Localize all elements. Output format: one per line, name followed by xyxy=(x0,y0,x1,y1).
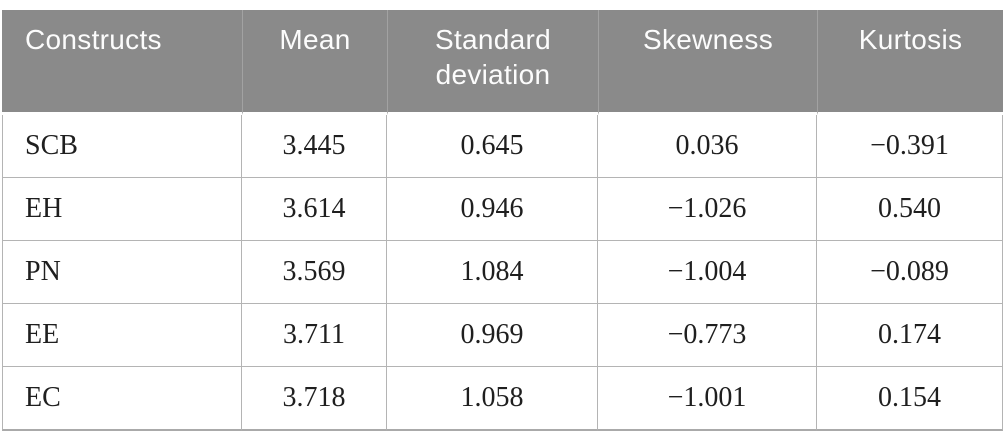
header-row: Constructs Mean Standard deviation Skewn… xyxy=(2,10,1003,115)
table-row-eh: EH 3.614 0.946 −1.026 0.540 xyxy=(2,178,1003,241)
table-header: Constructs Mean Standard deviation Skewn… xyxy=(2,10,1003,115)
skewness-value: −1.001 xyxy=(598,367,817,431)
column-header-standard-deviation: Standard deviation xyxy=(387,10,598,115)
construct-label: EC xyxy=(2,367,242,431)
sd-value: 1.058 xyxy=(387,367,598,431)
kurtosis-value: 0.154 xyxy=(817,367,1003,431)
skewness-value: −0.773 xyxy=(598,304,817,367)
skewness-value: 0.036 xyxy=(598,115,817,178)
descriptive-statistics-table: Constructs Mean Standard deviation Skewn… xyxy=(2,10,1003,431)
mean-value: 3.614 xyxy=(242,178,387,241)
sd-value: 1.084 xyxy=(387,241,598,304)
table-row-ee: EE 3.711 0.969 −0.773 0.174 xyxy=(2,304,1003,367)
mean-value: 3.569 xyxy=(242,241,387,304)
mean-value: 3.445 xyxy=(242,115,387,178)
column-header-skewness: Skewness xyxy=(598,10,817,115)
sd-value: 0.946 xyxy=(387,178,598,241)
kurtosis-value: −0.089 xyxy=(817,241,1003,304)
column-header-mean: Mean xyxy=(242,10,387,115)
construct-label: EE xyxy=(2,304,242,367)
kurtosis-value: −0.391 xyxy=(817,115,1003,178)
sd-value: 0.969 xyxy=(387,304,598,367)
table-body: SCB 3.445 0.645 0.036 −0.391 EH 3.614 0.… xyxy=(2,115,1003,431)
skewness-value: −1.026 xyxy=(598,178,817,241)
construct-label: EH xyxy=(2,178,242,241)
sd-value: 0.645 xyxy=(387,115,598,178)
construct-label: SCB xyxy=(2,115,242,178)
construct-label: PN xyxy=(2,241,242,304)
table-row-scb: SCB 3.445 0.645 0.036 −0.391 xyxy=(2,115,1003,178)
mean-value: 3.718 xyxy=(242,367,387,431)
kurtosis-value: 0.174 xyxy=(817,304,1003,367)
mean-value: 3.711 xyxy=(242,304,387,367)
column-header-kurtosis: Kurtosis xyxy=(817,10,1003,115)
kurtosis-value: 0.540 xyxy=(817,178,1003,241)
skewness-value: −1.004 xyxy=(598,241,817,304)
table-row-ec: EC 3.718 1.058 −1.001 0.154 xyxy=(2,367,1003,431)
column-header-constructs: Constructs xyxy=(2,10,242,115)
table-row-pn: PN 3.569 1.084 −1.004 −0.089 xyxy=(2,241,1003,304)
